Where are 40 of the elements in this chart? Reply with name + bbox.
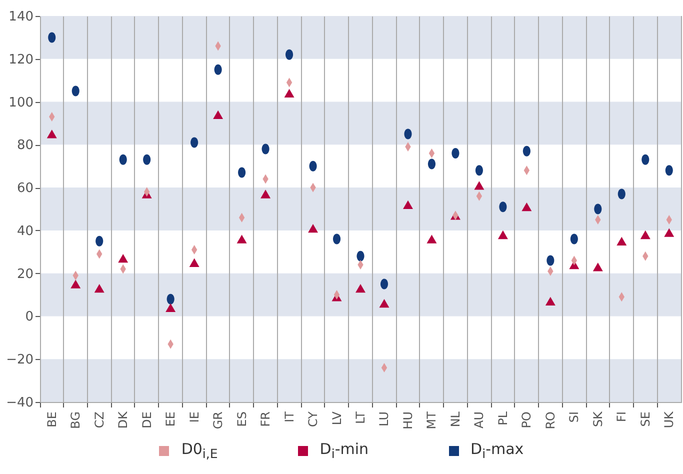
x-tick-label: FI (614, 412, 629, 422)
y-tick-label: 80 (16, 138, 34, 154)
x-tick-label: LU (377, 412, 392, 426)
x-tick-label: LV (330, 410, 344, 426)
x-tick-label: SI (567, 412, 582, 423)
x-tick-label: NL (448, 411, 462, 428)
x-tick-label: AU (472, 412, 486, 428)
x-tick-label: FR (258, 412, 273, 427)
y-tick-label: 120 (8, 52, 34, 68)
x-tick-label: ES (234, 412, 249, 427)
x-tick-label: SK (590, 410, 605, 427)
x-tick-label: RO (543, 412, 558, 430)
x-tick-label: PL (496, 411, 510, 426)
x-tick-label: HU (400, 412, 415, 430)
legend-label: D$_{i}$-max (470, 440, 524, 461)
x-tick-label: CZ (92, 412, 106, 428)
x-tick-label: IT (282, 410, 296, 422)
legend-label: D0$_{i,E}$ (181, 440, 218, 461)
x-tick-label: GR (211, 412, 226, 430)
y-tick-label: 140 (8, 10, 34, 24)
y-tick-label: 20 (16, 266, 34, 282)
x-tick-label: IE (187, 412, 202, 423)
x-tick-label: LT (354, 410, 368, 424)
x-tick-label: CY (306, 410, 320, 427)
x-tick-label: PO (520, 412, 534, 428)
y-tick-label: 100 (8, 95, 34, 110)
x-tick-label: SE (638, 412, 652, 427)
legend-label: D$_{i}$-min (320, 440, 369, 461)
x-tick-label: MT (424, 410, 439, 430)
x-tick-label: EE (164, 412, 178, 427)
x-tick-label: DE (140, 412, 154, 428)
x-tick-label: UK (662, 410, 676, 428)
y-tick-label: 40 (16, 224, 34, 239)
y-tick-label: 60 (16, 181, 34, 196)
y-tick-label: 0 (25, 310, 34, 325)
x-tick-label: BG (68, 412, 83, 429)
y-tick-label: −20 (6, 352, 34, 368)
y-tick-label: −40 (6, 396, 34, 410)
x-tick-label: BE (44, 412, 59, 428)
x-tick-label: DK (116, 410, 130, 429)
